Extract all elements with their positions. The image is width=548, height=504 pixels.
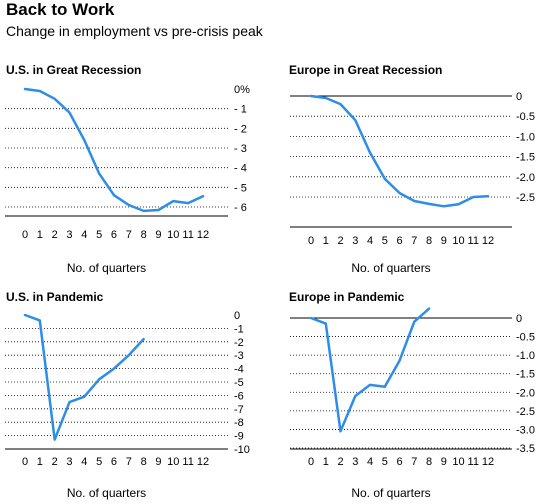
x-tick-label: 3 <box>66 229 72 241</box>
x-tick-label: 9 <box>441 235 447 247</box>
x-tick-label: 4 <box>367 235 373 247</box>
y-tick-label: -1.5 <box>516 369 535 381</box>
x-tick-label: 6 <box>396 235 402 247</box>
x-tick-label: 2 <box>337 235 343 247</box>
x-tick-label: 7 <box>411 456 417 468</box>
y-tick-label: -1.0 <box>516 350 535 362</box>
x-tick-label: 8 <box>426 235 432 247</box>
x-tick-label: 12 <box>482 456 494 468</box>
x-tick-label: 1 <box>323 456 329 468</box>
y-tick-label: - 5 <box>234 182 247 194</box>
x-tick-label: 9 <box>155 229 161 241</box>
x-axis-label: No. of quarters <box>351 261 430 275</box>
x-tick-label: 2 <box>52 229 58 241</box>
x-axis-label: No. of quarters <box>67 261 146 275</box>
x-tick-label: 7 <box>126 229 132 241</box>
panel-title: Europe in Great Recession <box>289 63 442 77</box>
y-tick-label: 0 <box>234 310 240 322</box>
panel-title: U.S. in Great Recession <box>6 63 141 77</box>
y-tick-label: 0 <box>516 91 522 103</box>
x-tick-label: 3 <box>352 235 358 247</box>
panel-title: Europe in Pandemic <box>289 290 405 304</box>
series-line <box>23 87 205 213</box>
x-axis-label: No. of quarters <box>67 486 146 500</box>
y-tick-label: -5 <box>234 377 244 389</box>
chart-title: Back to Work <box>6 0 115 19</box>
x-tick-label: 0 <box>22 456 28 468</box>
x-tick-label: 11 <box>182 456 193 468</box>
x-tick-label: 6 <box>396 456 402 468</box>
x-tick-label: 10 <box>167 456 179 468</box>
x-tick-label: 11 <box>468 235 479 247</box>
x-tick-label: 8 <box>426 456 432 468</box>
x-tick-label: 6 <box>111 229 117 241</box>
y-tick-label: -0.5 <box>516 111 535 123</box>
y-tick-label: -4 <box>234 364 244 376</box>
x-tick-label: 11 <box>468 456 479 468</box>
y-tick-label: - 3 <box>234 143 247 155</box>
x-tick-label: 5 <box>96 456 102 468</box>
x-tick-label: 1 <box>37 456 43 468</box>
x-tick-label: 4 <box>81 456 87 468</box>
x-tick-label: 9 <box>441 456 447 468</box>
x-tick-label: 7 <box>411 235 417 247</box>
y-tick-label: -0.5 <box>516 332 535 344</box>
series-line <box>23 313 145 441</box>
y-tick-label: -8 <box>234 417 244 429</box>
y-tick-label: -10 <box>234 444 250 456</box>
y-tick-label: -2.5 <box>516 406 535 418</box>
x-tick-label: 10 <box>167 229 179 241</box>
x-tick-label: 9 <box>155 456 161 468</box>
y-tick-label: -3.0 <box>516 424 535 436</box>
x-tick-label: 11 <box>182 229 193 241</box>
x-tick-label: 10 <box>452 456 464 468</box>
y-tick-label: -9 <box>234 431 244 443</box>
y-tick-label: -6 <box>234 390 244 402</box>
y-tick-label: - 4 <box>234 163 247 175</box>
y-tick-label: -3 <box>234 350 244 362</box>
chart-subtitle: Change in employment vs pre-crisis peak <box>6 23 263 39</box>
x-tick-label: 4 <box>367 456 373 468</box>
y-tick-label: 0 <box>516 313 522 325</box>
x-tick-label: 5 <box>382 235 388 247</box>
y-tick-label: -3.5 <box>516 443 535 455</box>
x-tick-label: 1 <box>323 235 329 247</box>
x-tick-label: 6 <box>111 456 117 468</box>
x-tick-label: 2 <box>52 456 58 468</box>
y-tick-label: -2.0 <box>516 172 535 184</box>
x-tick-label: 0 <box>308 456 314 468</box>
y-tick-label: -2 <box>234 337 244 349</box>
y-tick-label: -1.0 <box>516 131 535 143</box>
panel-title: U.S. in Pandemic <box>6 290 104 304</box>
y-tick-label: - 2 <box>234 123 247 135</box>
x-tick-label: 8 <box>141 229 147 241</box>
y-tick-label: - 6 <box>234 202 247 214</box>
x-tick-label: 12 <box>197 229 209 241</box>
x-tick-label: 3 <box>66 456 72 468</box>
series-line <box>309 307 431 433</box>
x-tick-label: 3 <box>352 456 358 468</box>
x-tick-label: 0 <box>22 229 28 241</box>
x-tick-label: 12 <box>482 235 494 247</box>
y-tick-label: -1.5 <box>516 152 535 164</box>
x-tick-label: 12 <box>197 456 209 468</box>
series-line <box>309 94 490 208</box>
x-tick-label: 5 <box>382 456 388 468</box>
y-tick-label: -7 <box>234 404 244 416</box>
x-tick-label: 5 <box>96 229 102 241</box>
y-tick-label: -2.0 <box>516 387 535 399</box>
x-tick-label: 1 <box>37 229 43 241</box>
y-tick-label: - 1 <box>234 104 247 116</box>
x-tick-label: 8 <box>141 456 147 468</box>
x-axis-label: No. of quarters <box>351 486 430 500</box>
y-tick-label: 0% <box>234 84 250 96</box>
x-tick-label: 0 <box>308 235 314 247</box>
x-tick-label: 7 <box>126 456 132 468</box>
y-tick-label: -2.5 <box>516 192 535 204</box>
x-tick-label: 10 <box>452 235 464 247</box>
y-tick-label: -1 <box>234 323 244 335</box>
x-tick-label: 2 <box>337 456 343 468</box>
x-tick-label: 4 <box>81 229 87 241</box>
